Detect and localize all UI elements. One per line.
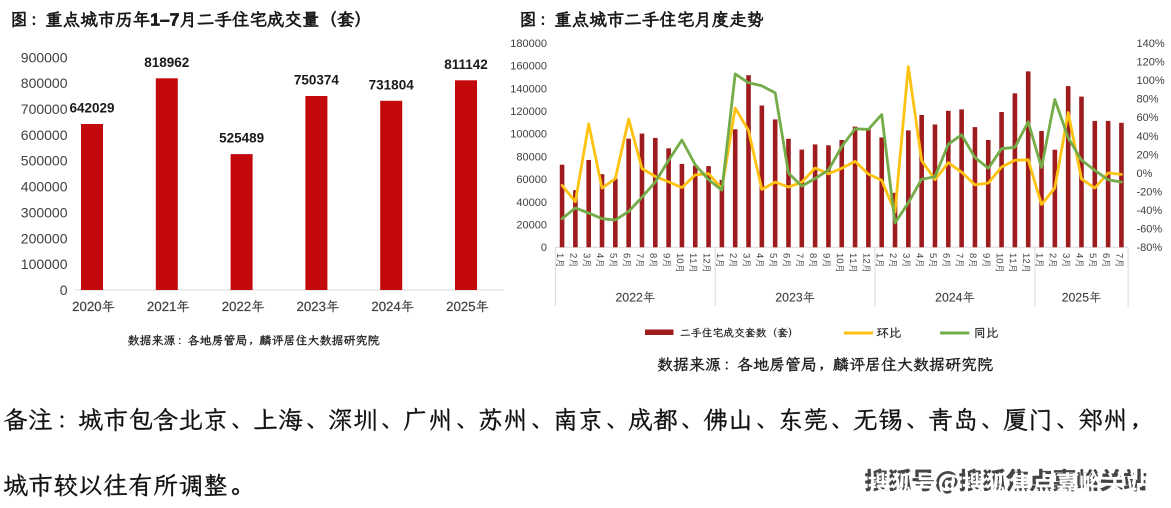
svg-text:300000: 300000 — [21, 204, 68, 220]
svg-text:-80%: -80% — [1137, 242, 1163, 254]
svg-text:40%: 40% — [1137, 131, 1159, 143]
svg-text:100000: 100000 — [510, 129, 547, 141]
svg-text:140000: 140000 — [510, 83, 547, 95]
svg-text:20%: 20% — [1137, 149, 1159, 161]
svg-text:120%: 120% — [1137, 57, 1165, 69]
svg-text:818962: 818962 — [144, 55, 189, 70]
svg-text:500000: 500000 — [21, 153, 68, 169]
svg-text:140%: 140% — [1137, 38, 1165, 50]
svg-text:100%: 100% — [1137, 75, 1165, 87]
svg-text:525489: 525489 — [219, 131, 264, 146]
svg-text:0: 0 — [541, 242, 547, 254]
svg-text:20000: 20000 — [516, 220, 547, 232]
svg-text:80000: 80000 — [516, 151, 547, 163]
svg-text:642029: 642029 — [69, 101, 114, 116]
svg-text:0%: 0% — [1137, 168, 1153, 180]
svg-text:700000: 700000 — [21, 101, 68, 117]
svg-text:60000: 60000 — [516, 174, 547, 186]
svg-text:100000: 100000 — [21, 256, 68, 272]
svg-text:-20%: -20% — [1137, 187, 1163, 199]
svg-text:800000: 800000 — [21, 75, 68, 91]
svg-text:731804: 731804 — [369, 77, 415, 92]
svg-text:120000: 120000 — [510, 106, 547, 118]
svg-text:0: 0 — [60, 282, 68, 298]
svg-text:-60%: -60% — [1137, 224, 1163, 236]
svg-text:200000: 200000 — [21, 230, 68, 246]
svg-text:160000: 160000 — [510, 61, 547, 73]
svg-text:-40%: -40% — [1137, 205, 1163, 217]
svg-text:180000: 180000 — [510, 38, 547, 50]
svg-text:600000: 600000 — [21, 127, 68, 143]
svg-text:811142: 811142 — [444, 57, 488, 72]
svg-text:400000: 400000 — [21, 179, 68, 195]
svg-text:60%: 60% — [1137, 112, 1159, 124]
svg-text:40000: 40000 — [516, 197, 547, 209]
svg-text:80%: 80% — [1137, 94, 1159, 106]
svg-text:900000: 900000 — [21, 49, 68, 65]
svg-text:750374: 750374 — [294, 73, 340, 88]
